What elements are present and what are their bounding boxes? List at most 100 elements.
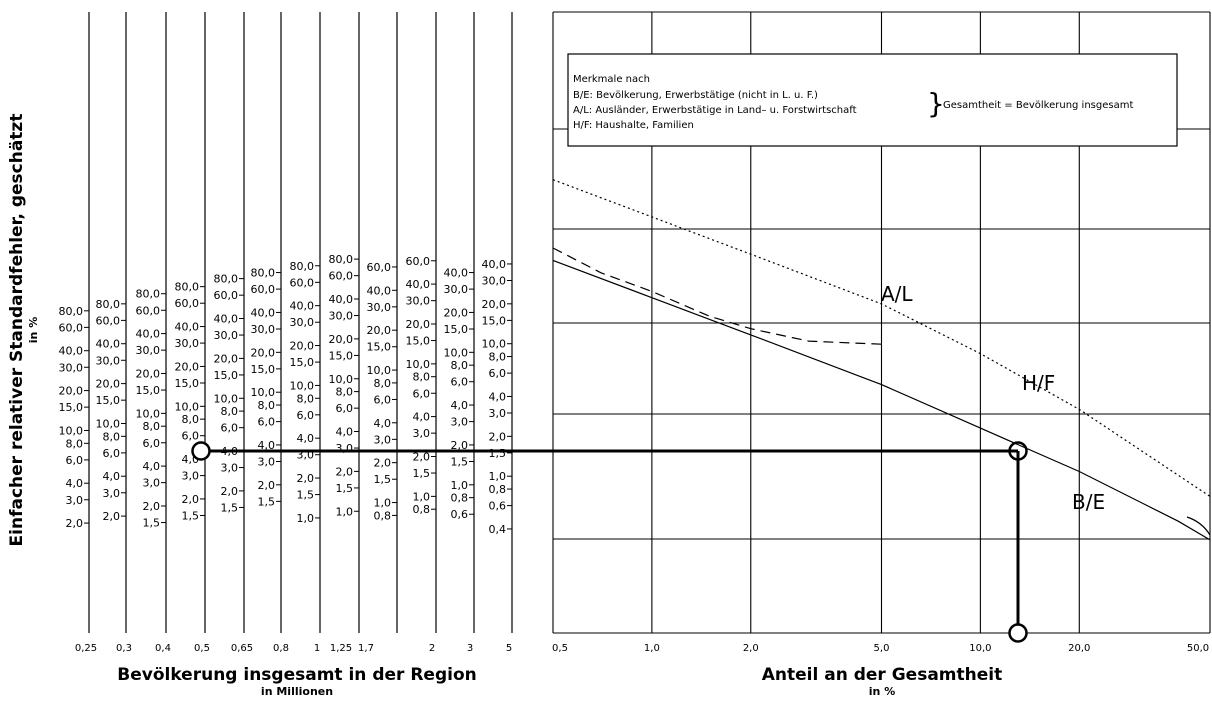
scale-tick-label: 20,0 (367, 324, 392, 337)
scale-tick-label: 2,0 (451, 439, 469, 452)
scale-tick-label: 0,8 (451, 492, 469, 505)
scale-tick-label: 8,0 (143, 420, 161, 433)
scale-tick-label: 8,0 (413, 371, 431, 384)
y-axis-unit: in % (27, 317, 40, 343)
curve-be (552, 259, 1211, 541)
scale-tick-label: 8,0 (451, 359, 469, 372)
scale-tick-label: 30,0 (482, 275, 507, 288)
share-tick-label: 5,0 (874, 643, 890, 654)
scale-tick-label: 8,0 (103, 430, 121, 443)
legend-brace-text: Gesamtheit = Bevölkerung insgesamt (943, 100, 1133, 111)
population-tick-label: 0,8 (273, 643, 289, 654)
scale-tick-label: 0,8 (374, 509, 392, 522)
scale-tick-label: 6,0 (336, 402, 354, 415)
scale-tick-label: 2,0 (143, 500, 161, 513)
scale-tick-label: 3,0 (258, 455, 276, 468)
scale-tick-label: 2,0 (66, 517, 84, 530)
example-reading (191, 441, 1028, 643)
scale-tick-label: 20,0 (251, 346, 276, 359)
scale-tick-label: 30,0 (251, 323, 276, 336)
share-tick-label: 20,0 (1068, 643, 1090, 654)
x-axis-unit-left: in Millionen (261, 685, 333, 698)
population-tick-label: 5 (506, 643, 512, 654)
scale-tick-label: 3,0 (66, 494, 84, 507)
scale-tick-label: 3,0 (182, 470, 200, 483)
scale-tick-label: 3,0 (221, 462, 239, 475)
scale-tick-label: 3,0 (413, 427, 431, 440)
scale-tick-label: 6,0 (297, 409, 315, 422)
scale-tick-label: 20,0 (175, 360, 200, 373)
bottom-axis-labels: 0,25 0,3 0,4 0,5 0,65 0,8 1 1,25 1,7 2 3 5 0,5 1,0 2,0… (75, 643, 1209, 654)
scale-tick-label: 15,0 (96, 394, 121, 407)
scale-tick-label: 10,0 (367, 364, 392, 377)
scale-tick-label: 2,0 (258, 479, 276, 492)
scale-tick-label: 80,0 (251, 267, 276, 280)
scale-tick-label: 60,0 (329, 270, 354, 283)
scale-tick-label: 6,0 (221, 422, 239, 435)
scale-tick-label: 4,0 (103, 470, 121, 483)
curve-label-hf: H/F (1022, 371, 1055, 395)
scale-tick-label: 60,0 (406, 255, 431, 268)
scale-tick-label: 15,0 (59, 401, 84, 414)
scale-tick-label: 80,0 (175, 281, 200, 294)
scale-tick-label: 30,0 (214, 329, 239, 342)
curves (552, 179, 1211, 541)
scale-tick-label: 40,0 (482, 258, 507, 271)
scale-tick-label: 30,0 (175, 337, 200, 350)
scale-tick-label: 20,0 (406, 318, 431, 331)
scale-tick-label: 1,5 (143, 517, 161, 530)
scale-tick-label: 40,0 (367, 284, 392, 297)
scale-tick-label: 2,0 (413, 450, 431, 463)
scale-tick-label: 0,8 (413, 503, 431, 516)
scale-tick-label: 20,0 (136, 367, 161, 380)
scale-tick-label: 4,0 (489, 390, 507, 403)
scale-tick-label: 10,0 (329, 373, 354, 386)
scale-tick-label: 60,0 (96, 314, 121, 327)
scale-tick-label: 1,5 (489, 447, 507, 460)
scale-tick-label: 10,0 (96, 417, 121, 430)
scale-tick-label: 60,0 (136, 304, 161, 317)
scale-tick-label: 2,0 (182, 493, 200, 506)
legend-line-be: B/E: Bevölkerung, Erwerbstätige (nicht i… (573, 90, 818, 101)
scale-tick-label: 4,0 (374, 417, 392, 430)
scale-tick-label: 60,0 (290, 276, 315, 289)
share-tick-label: 0,5 (552, 643, 568, 654)
scale-tick-label: 40,0 (251, 306, 276, 319)
scale-tick-label: 1,0 (297, 512, 315, 525)
scale-tick-label: 1,5 (374, 473, 392, 486)
scale-tick-label: 1,0 (413, 490, 431, 503)
scale-tick-label: 80,0 (136, 288, 161, 301)
scale-tick-label: 60,0 (251, 283, 276, 296)
scale-tick-label: 40,0 (214, 313, 239, 326)
scale-tick-label: 1,5 (297, 489, 315, 502)
legend-brace: } (927, 87, 945, 120)
legend-heading: Merkmale nach (573, 74, 650, 85)
scale-tick-label: 4,0 (66, 477, 84, 490)
scale-tick-label: 6,0 (489, 367, 507, 380)
scale-tick-label: 10,0 (59, 424, 84, 437)
scale-tick-label: 60,0 (59, 321, 84, 334)
scale-tick-label: 20,0 (59, 385, 84, 398)
scale-tick-label: 3,0 (451, 416, 469, 429)
population-tick-label: 0,4 (155, 643, 171, 654)
share-tick-label: 1,0 (644, 643, 660, 654)
scale-tick-label: 3,0 (336, 442, 354, 455)
scale-tick-label: 15,0 (290, 356, 315, 369)
scale-tick-label: 2,0 (103, 510, 121, 523)
scale-tick-label: 3,0 (489, 407, 507, 420)
scale-tick-label: 1,5 (413, 467, 431, 480)
scale-tick-label: 10,0 (444, 346, 469, 359)
scale-tick-label: 20,0 (96, 378, 121, 391)
scale-tick-label: 80,0 (290, 260, 315, 273)
scale-tick-label: 15,0 (329, 349, 354, 362)
population-scales: 80,060,040,030,020,015,010,08,06,04,03,0… (59, 12, 513, 633)
scale-tick-label: 20,0 (214, 352, 239, 365)
scale-tick-label: 15,0 (136, 384, 161, 397)
scale-tick-label: 30,0 (367, 301, 392, 314)
scale-tick-label: 20,0 (444, 306, 469, 319)
scale-tick-label: 6,0 (182, 430, 200, 443)
scale-tick-label: 4,0 (258, 439, 276, 452)
x-axis-title-right: Anteil an der Gesamtheit (762, 665, 1002, 685)
scale-tick-label: 1,5 (451, 455, 469, 468)
scale-tick-label: 8,0 (336, 386, 354, 399)
